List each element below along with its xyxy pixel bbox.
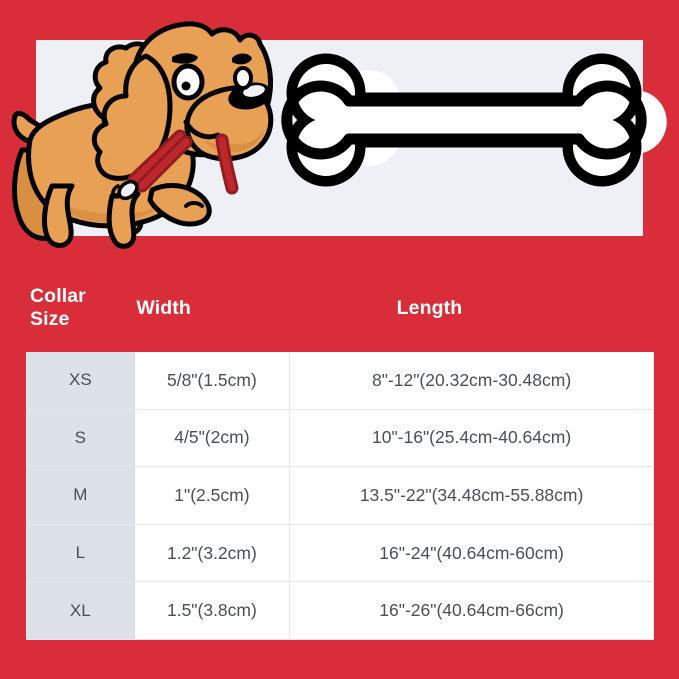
cell-width: 4/5"(2cm) — [135, 409, 291, 467]
column-header-width: Width — [136, 296, 191, 319]
table-row: L 1.2"(3.2cm) 16"-24"(40.64cm-60cm) — [27, 524, 653, 583]
table-row: XL 1.5"(3.8cm) 16"-26"(40.64cm-66cm) — [27, 582, 653, 639]
column-header-collar-size: Collar Size — [30, 285, 86, 330]
collar-size-table: Collar Size Width Length XS 5/8"(1.5cm) … — [26, 264, 654, 640]
cell-length: 13.5"-22"(34.48cm-55.88cm) — [359, 484, 584, 505]
cell-width: 1.2"(3.2cm) — [135, 524, 291, 582]
cell-collar-size: L — [27, 524, 135, 582]
table-row: S 4/5"(2cm) 10"-16"(25.4cm-40.64cm) — [27, 409, 653, 468]
table-header-row: Collar Size Width Length — [26, 264, 654, 352]
table-row: M 1"(2.5cm) 13.5"-22"(34.48cm-55.88cm) — [27, 467, 653, 525]
cell-width: 1.5"(3.8cm) — [135, 582, 291, 639]
table-row: XS 5/8"(1.5cm) 8"-12"(20.32cm-30.48cm) — [27, 352, 653, 410]
cell-width: 1"(2.5cm) — [135, 467, 291, 524]
cell-length: 16"-24"(40.64cm-60cm) — [379, 542, 564, 563]
table-body: XS 5/8"(1.5cm) 8"-12"(20.32cm-30.48cm) S… — [26, 352, 654, 640]
product-illustration-panel — [36, 40, 643, 236]
cell-collar-size: XL — [27, 582, 135, 639]
cell-collar-size: XS — [27, 352, 135, 409]
cell-width: 5/8"(1.5cm) — [135, 352, 291, 409]
cell-length: 8"-12"(20.32cm-30.48cm) — [371, 369, 572, 390]
cell-collar-size: M — [27, 467, 135, 524]
cell-collar-size: S — [27, 409, 135, 467]
cell-length: 16"-26"(40.64cm-66cm) — [379, 600, 564, 621]
cell-length: 10"-16"(25.4cm-40.64cm) — [371, 427, 572, 448]
column-header-length: Length — [396, 296, 463, 319]
